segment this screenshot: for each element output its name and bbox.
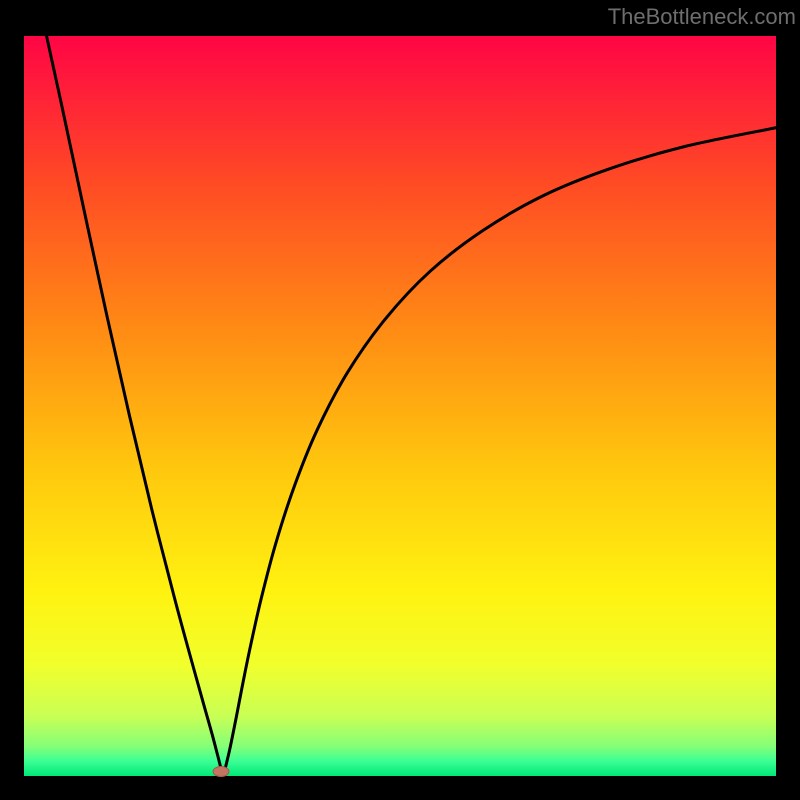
minimum-marker [213, 767, 229, 777]
plot-background [24, 36, 776, 776]
bottleneck-curve-chart: TheBottleneck.com [0, 0, 800, 800]
watermark-text: TheBottleneck.com [608, 4, 796, 29]
